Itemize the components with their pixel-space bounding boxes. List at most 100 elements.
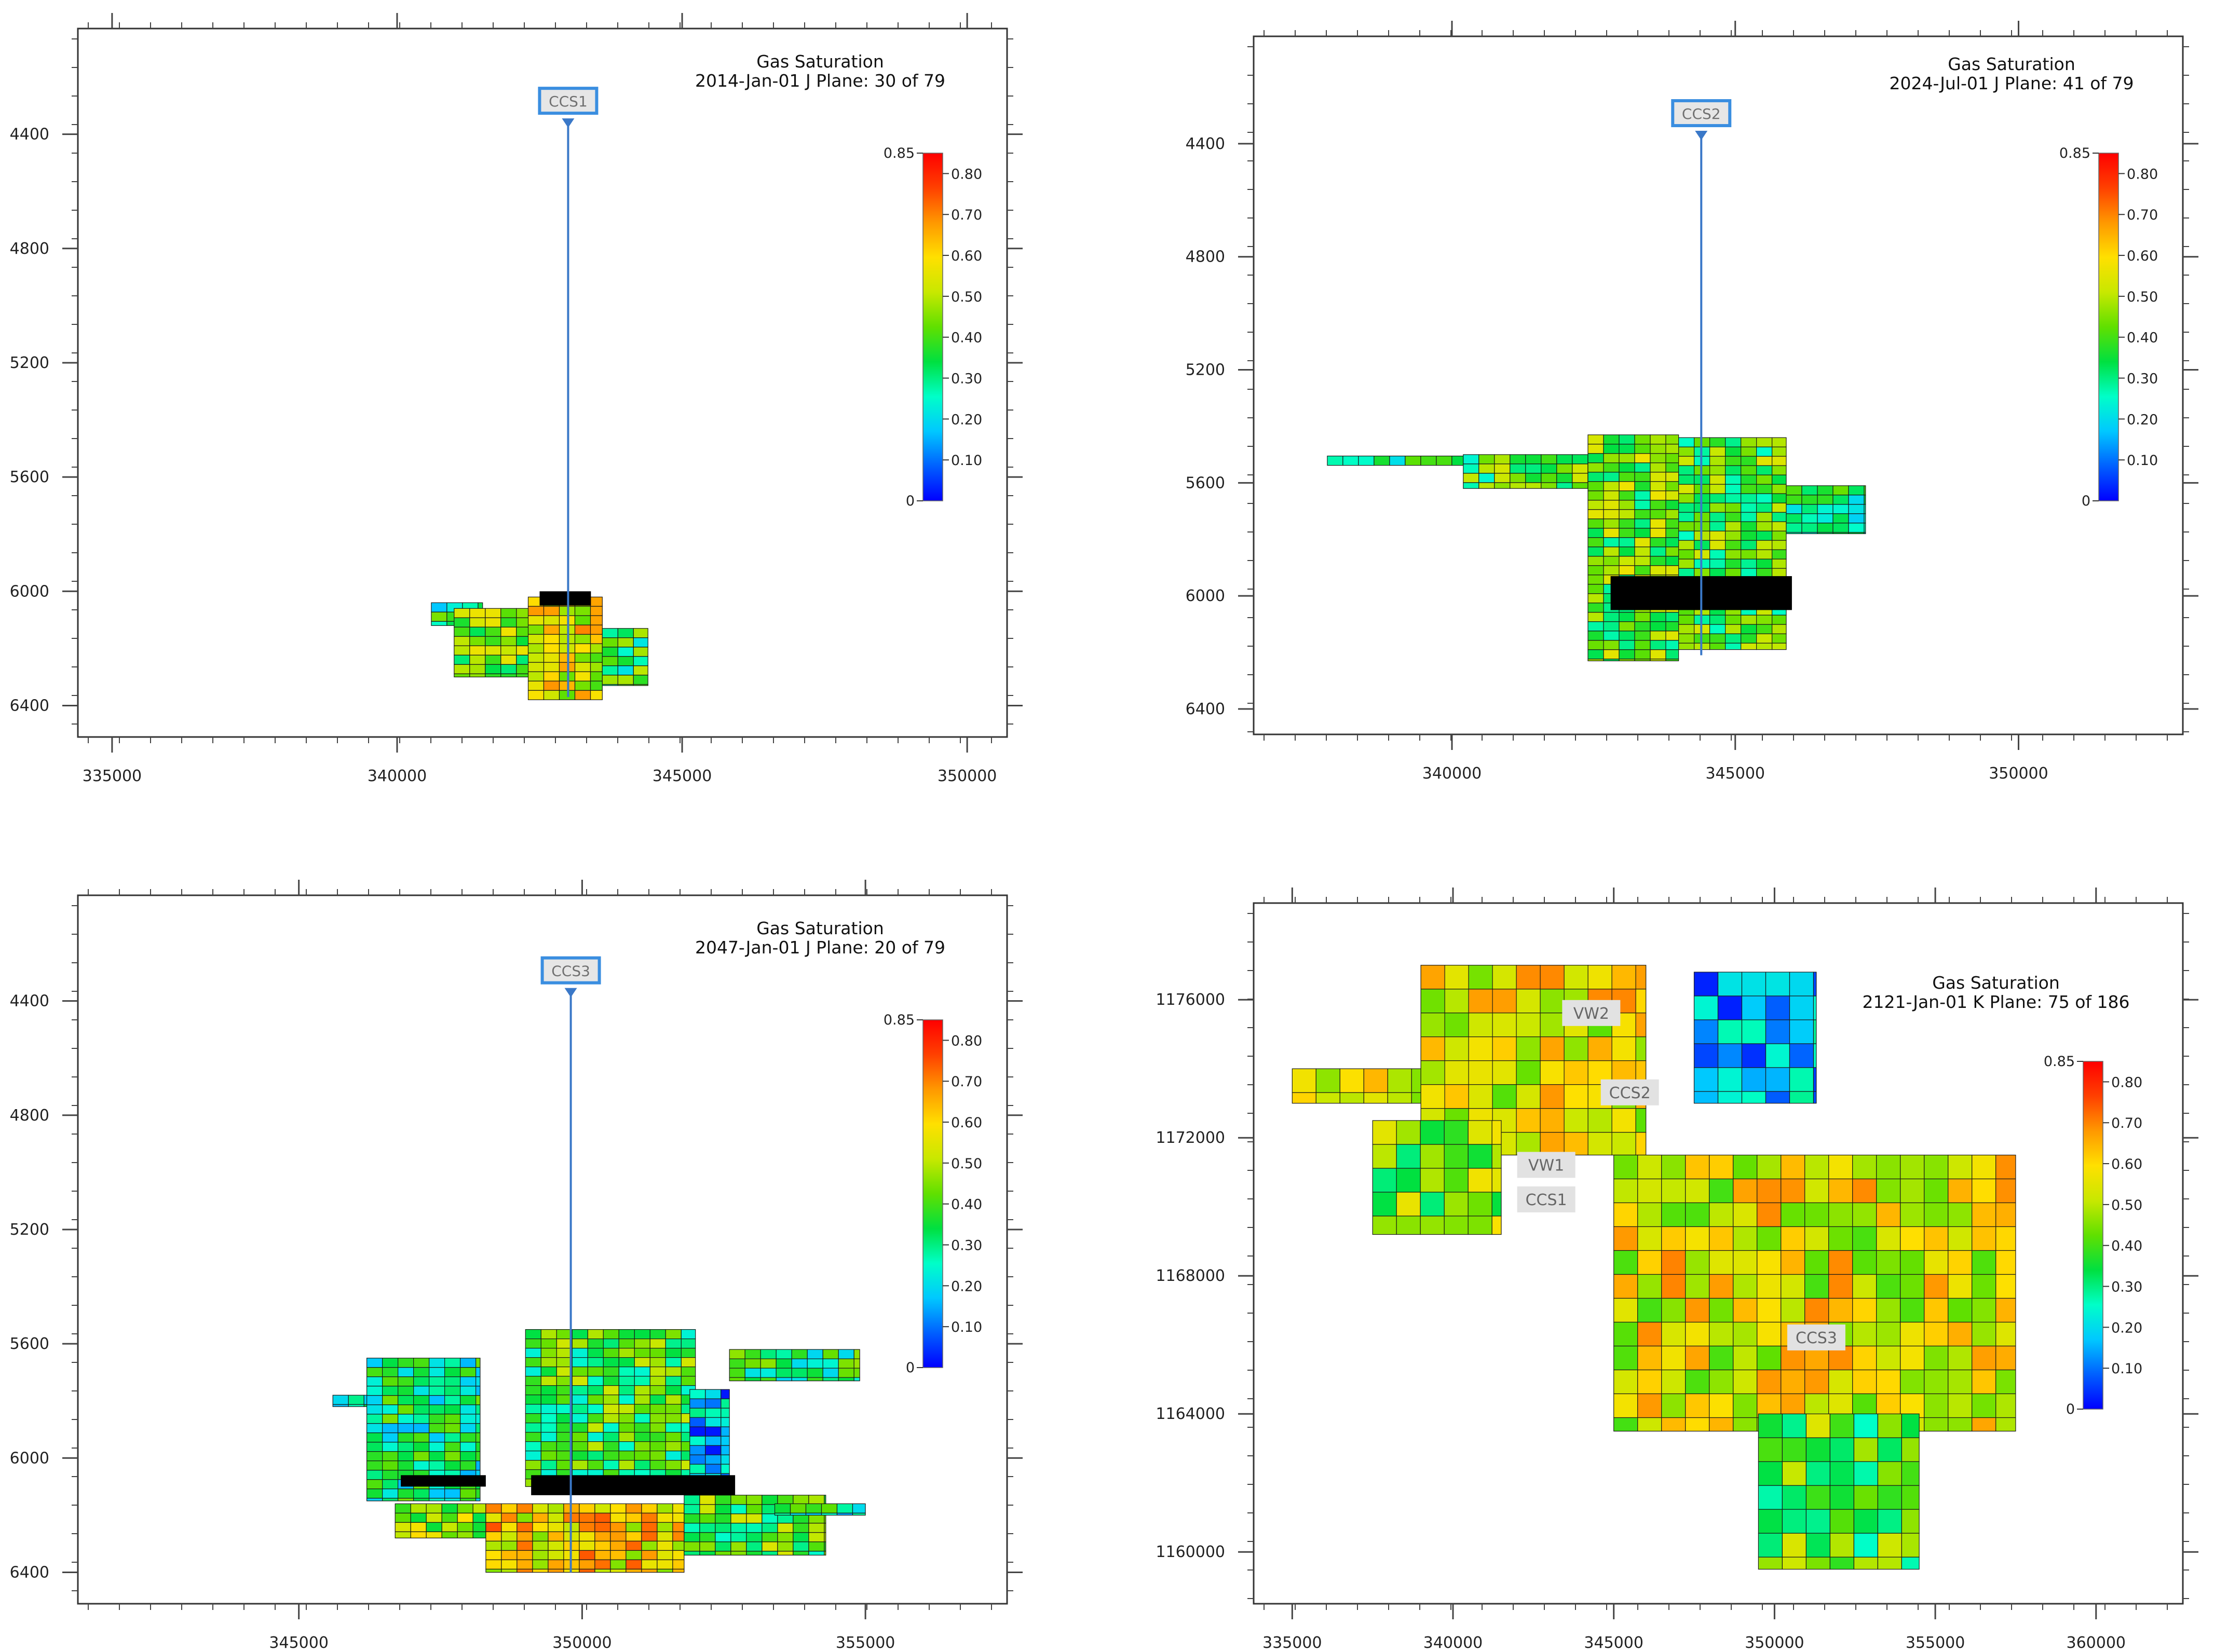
grid-cell	[525, 1329, 541, 1340]
grid-cell	[1556, 454, 1573, 465]
grid-cell	[1782, 1437, 1807, 1462]
grid-cell	[548, 1540, 564, 1551]
grid-cell	[1634, 500, 1651, 510]
grid-cell	[1661, 1226, 1686, 1251]
colorbar-tick-label: 0.50	[951, 289, 982, 305]
colorbar-tick-label: 0.40	[2111, 1238, 2142, 1254]
grid-cell	[472, 1522, 486, 1533]
grid-cell	[1864, 513, 1866, 524]
grid-cell	[746, 1513, 763, 1524]
grid-cell	[1801, 504, 1818, 514]
grid-cell	[540, 1357, 557, 1368]
grid-cell	[1757, 1226, 1782, 1251]
grid-cell	[1724, 465, 1742, 475]
grid-cell	[475, 1367, 481, 1377]
grid-cell	[1757, 1369, 1782, 1395]
grid-cell	[1396, 1120, 1421, 1145]
grid-cell	[1924, 1321, 1949, 1347]
grid-cell	[777, 1532, 794, 1542]
grid-cell	[1650, 472, 1666, 482]
grid-cell	[1733, 1154, 1758, 1180]
grid-cell	[1572, 482, 1588, 489]
grid-cell	[1634, 547, 1651, 557]
grid-cell	[822, 1368, 839, 1378]
grid-cell	[572, 1366, 588, 1377]
grid-cell	[626, 1522, 642, 1533]
grid-cell	[1876, 1178, 1901, 1204]
grid-cell	[475, 1432, 481, 1443]
grid-cell	[1468, 989, 1493, 1014]
grid-cell	[1832, 485, 1849, 496]
grid-cell	[1613, 1250, 1638, 1275]
grid-cell	[1637, 1226, 1662, 1251]
grid-cell	[672, 1503, 685, 1514]
grid-cell	[1540, 989, 1565, 1014]
grid-cell	[485, 1540, 502, 1551]
grid-cell	[1900, 1154, 1925, 1180]
grid-cell	[1741, 1019, 1767, 1044]
grid-cell	[1603, 453, 1620, 463]
x-tick-label: 340000	[1422, 764, 1482, 783]
colorbar-max-label: 0.85	[884, 1012, 915, 1028]
grid-cell	[705, 1398, 722, 1409]
grid-cell	[1572, 454, 1588, 465]
chart-subtitle: 2024-Jul-01 J Plane: 41 of 79	[1889, 73, 2134, 93]
grid-cell	[1564, 1060, 1588, 1085]
grid-cell	[1637, 1178, 1662, 1204]
grid-cell	[634, 1357, 650, 1368]
chart-subtitle: 2014-Jan-01 J Plane: 30 of 79	[695, 71, 945, 91]
grid-cell	[1564, 1108, 1588, 1133]
grid-cell	[1709, 465, 1726, 475]
grid-cell	[689, 1389, 706, 1399]
grid-cell	[1782, 1461, 1807, 1486]
grid-cell	[1650, 556, 1666, 566]
grid-cell	[1678, 540, 1695, 550]
grid-cell	[1603, 640, 1620, 650]
grid-cell	[665, 1394, 682, 1405]
grid-cell	[1637, 1393, 1662, 1418]
grid-cell	[603, 1441, 619, 1452]
grid-cell	[1709, 484, 1726, 494]
x-tick-label: 340000	[368, 767, 427, 785]
grid-cell	[1852, 1202, 1877, 1227]
grid-cell	[1468, 1120, 1492, 1145]
grid-cell	[1603, 509, 1620, 520]
colorbar	[922, 1019, 943, 1368]
grid-cell	[428, 1358, 445, 1368]
grid-cell	[746, 1551, 763, 1556]
grid-cell	[1634, 649, 1651, 660]
grid-cell	[641, 1559, 658, 1570]
grid-cell	[1678, 502, 1695, 513]
grid-cell	[1564, 1132, 1588, 1156]
grid-cell	[681, 1338, 696, 1349]
grid-cell	[1540, 965, 1565, 990]
grid-cell	[1853, 1509, 1879, 1534]
x-tick-label: 350000	[552, 1634, 612, 1652]
grid-cell	[475, 1376, 481, 1387]
grid-cell	[366, 1404, 383, 1415]
grid-cell	[1619, 528, 1635, 538]
grid-cell	[1758, 1413, 1783, 1438]
grid-cell	[777, 1523, 794, 1533]
grid-cell	[1709, 512, 1726, 522]
grid-cell	[1709, 1298, 1734, 1323]
colorbar-tick-label: 0.80	[2127, 166, 2158, 182]
k-plane-saturation-chart: 335000 340000 345000 350000 355000 360000 1160…	[1156, 888, 2198, 1652]
grid-cell	[665, 1357, 682, 1368]
minor-ticks	[1247, 30, 2189, 741]
grid-cell	[1358, 455, 1375, 466]
grid-cell	[1420, 989, 1445, 1014]
grid-cell	[1852, 1226, 1877, 1251]
grid-cell	[1420, 455, 1437, 466]
grid-cell	[1451, 455, 1464, 466]
grid-cell	[705, 1436, 722, 1446]
grid-cell	[587, 1366, 604, 1377]
grid-cell	[1613, 1298, 1638, 1323]
grid-cell	[1637, 1274, 1662, 1299]
grid-cell	[540, 1459, 557, 1470]
grid-cell	[1804, 1178, 1829, 1204]
grid-cell	[776, 1377, 792, 1382]
grid-cell	[548, 1568, 564, 1573]
grid-cell	[1876, 1369, 1901, 1395]
grid-cell	[1782, 1533, 1807, 1558]
